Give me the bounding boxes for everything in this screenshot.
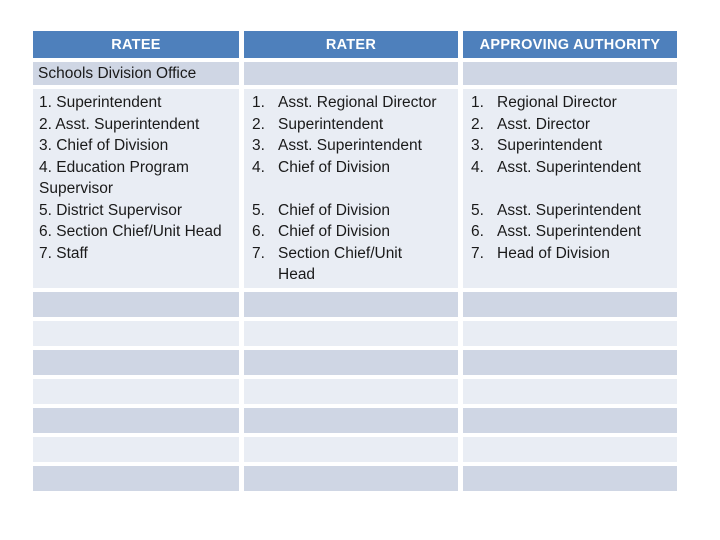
list-item-text: Asst. Superintendent	[497, 223, 641, 240]
empty-cell	[463, 378, 677, 404]
header-label-rater: RATER	[325, 36, 377, 53]
section-row-schools-division-office: Schools Division Office	[33, 62, 677, 85]
list-item-text: Asst. Director	[497, 115, 591, 133]
list-item-number: 2.	[252, 115, 265, 133]
list-item-text: Chief of Division	[278, 158, 390, 176]
list-line: 2. Asst. Superintendent	[39, 115, 200, 133]
list-item: 4. Chief of Division	[244, 157, 458, 179]
empty-table-row	[33, 291, 677, 317]
list-line: 4. Education Program Supervisor	[39, 158, 189, 198]
list-item-number: 2.	[471, 115, 484, 133]
rating-assignment-table: RATEE RATER APPROVING AUTHORITY Schools …	[33, 31, 677, 495]
list-item-text: Asst. Superintendent	[497, 158, 641, 176]
list-item-text: Asst. Superintendent	[278, 137, 422, 154]
empty-cell	[463, 291, 677, 317]
empty-cell	[463, 320, 677, 346]
list-item-number: 5.	[252, 201, 265, 219]
empty-cell	[33, 291, 239, 317]
list-item-text: Asst. Regional Director	[278, 94, 437, 111]
empty-cell	[244, 436, 458, 462]
list-item: 6. Chief of Division	[244, 221, 458, 243]
empty-cell	[463, 436, 677, 462]
list-item-text: Section Chief/Unit Head	[278, 244, 403, 284]
content-cell-approving-authority: 1. Regional Director 2. Asst. Director 3. Sup…	[463, 89, 677, 288]
table-body: Schools Division Office 1. Superintenden…	[33, 62, 677, 491]
empty-table-row	[33, 407, 677, 433]
list-line: 7. Staff	[39, 244, 88, 262]
empty-cell	[244, 349, 458, 375]
empty-cell	[463, 349, 677, 375]
list-item-number: 1.	[471, 94, 484, 111]
header-cell-rater: RATER	[244, 31, 458, 58]
empty-cell	[244, 291, 458, 317]
content-row: 1. Superintendent 2. Asst. Superintendent…	[33, 89, 677, 288]
empty-table-row	[33, 436, 677, 462]
list-item-number: 5.	[471, 201, 484, 219]
list-item-number: 6.	[252, 223, 265, 240]
empty-cell	[463, 465, 677, 491]
list-item-number: 3.	[471, 137, 484, 154]
list-item-text: Superintendent	[278, 115, 384, 133]
empty-table-row	[33, 378, 677, 404]
empty-cell	[244, 407, 458, 433]
header-cell-ratee: RATEE	[33, 31, 239, 58]
empty-cell	[244, 378, 458, 404]
list-line: 5. District Supervisor	[39, 201, 182, 219]
list-item-text: Regional Director	[497, 94, 617, 111]
list-item-number: 7.	[252, 244, 265, 262]
list-item-number: 4.	[252, 158, 265, 176]
empty-cell	[33, 407, 239, 433]
list-item-number: 6.	[471, 223, 484, 240]
list-item: 3. Superintendent	[463, 135, 677, 157]
empty-cell	[33, 320, 239, 346]
list-spacer	[244, 178, 458, 200]
empty-cell	[463, 407, 677, 433]
list-item: 1. Asst. Regional Director	[244, 92, 458, 114]
empty-cell	[33, 465, 239, 491]
section-label: Schools Division Office	[38, 64, 197, 82]
section-cell-approving-empty	[463, 62, 677, 85]
list-item: 3. Asst. Superintendent	[244, 135, 458, 157]
list-item: 7. Head of Division	[463, 243, 677, 265]
empty-cell	[33, 436, 239, 462]
list-item-number: 3.	[252, 137, 265, 154]
list-line: 1. Superintendent	[39, 94, 162, 111]
empty-cell	[33, 378, 239, 404]
empty-table-row	[33, 349, 677, 375]
section-cell-ratee: Schools Division Office	[33, 62, 239, 85]
section-cell-rater-empty	[244, 62, 458, 85]
list-item: 6. Asst. Superintendent	[463, 221, 677, 243]
header-cell-approving-authority: APPROVING AUTHORITY	[463, 31, 677, 58]
header-label-approving-authority: APPROVING AUTHORITY	[479, 36, 661, 53]
content-cell-ratee: 1. Superintendent 2. Asst. Superintendent…	[33, 89, 239, 288]
list-item-text: Superintendent	[497, 137, 603, 154]
list-line: 6. Section Chief/Unit Head	[39, 223, 222, 240]
empty-table-row	[33, 465, 677, 491]
empty-cell	[244, 465, 458, 491]
list-item-text: Head of Division	[497, 244, 610, 262]
content-cell-rater: 1. Asst. Regional Director 2. Superintenden…	[244, 89, 458, 288]
empty-cell	[33, 349, 239, 375]
list-spacer	[463, 178, 677, 200]
list-item: 7. Section Chief/Unit Head	[244, 243, 458, 286]
list-line: 3. Chief of Division	[39, 137, 169, 154]
list-item-text: Chief of Division	[278, 223, 390, 240]
list-item: 1. Regional Director	[463, 92, 677, 114]
list-item-number: 4.	[471, 158, 484, 176]
empty-cell	[244, 320, 458, 346]
list-item-text: Chief of Division	[278, 201, 390, 219]
list-item: 2. Superintendent	[244, 114, 458, 136]
list-item-number: 1.	[252, 94, 265, 111]
header-label-ratee: RATEE	[111, 36, 161, 53]
list-item: 2. Asst. Director	[463, 114, 677, 136]
list-item-number: 7.	[471, 244, 484, 262]
list-item: 5. Asst. Superintendent	[463, 200, 677, 222]
list-item: 4. Asst. Superintendent	[463, 157, 677, 179]
list-item: 5. Chief of Division	[244, 200, 458, 222]
table-header-row: RATEE RATER APPROVING AUTHORITY	[33, 31, 677, 58]
list-item-text: Asst. Superintendent	[497, 201, 641, 219]
empty-table-row	[33, 320, 677, 346]
